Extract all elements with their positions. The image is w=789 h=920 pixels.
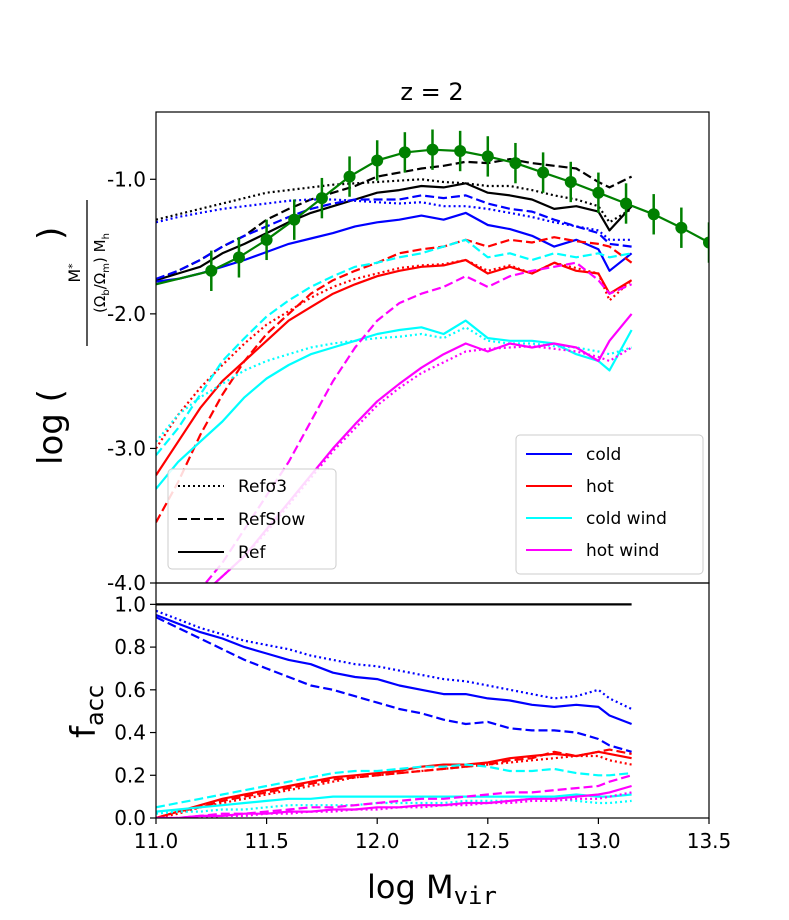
top-line-total-refslow bbox=[156, 158, 633, 282]
top-y-tick-label: -1.0 bbox=[107, 167, 146, 191]
bottom-panel-y-axis-label: facc bbox=[64, 685, 109, 738]
facc-label-sub: acc bbox=[81, 685, 109, 726]
legend-style-label-refslow: RefSlow bbox=[238, 510, 305, 530]
x-tick-label: 12.0 bbox=[355, 829, 400, 853]
y-label-num-sub: * bbox=[66, 263, 79, 269]
y-label-close-paren: ) bbox=[31, 227, 71, 240]
x-label-main: log M bbox=[367, 868, 454, 906]
observation-point bbox=[564, 175, 577, 188]
y-label-den-sub-m: m bbox=[101, 263, 112, 273]
bottom-y-tick-label: 0.2 bbox=[114, 763, 146, 787]
top-panel-y-ticks: -1.0 -2.0 -3.0 -4.0 bbox=[107, 167, 156, 595]
bottom-line-hot-wind-refslow bbox=[156, 774, 632, 818]
top-line-hot-refslow bbox=[156, 236, 633, 523]
y-label-fraction-denominator: (Ωb/Ωm) Mh bbox=[91, 233, 112, 313]
bottom-line-cold-refslow bbox=[156, 616, 632, 753]
bottom-y-tick-label: 0.0 bbox=[114, 806, 146, 830]
y-label-den-part3: ) M bbox=[91, 239, 109, 263]
bottom-panel-frame bbox=[155, 582, 710, 819]
bottom-line-cold-wind-ref bbox=[156, 793, 632, 813]
top-line-total-refsigma3 bbox=[156, 178, 633, 224]
top-line-total-ref bbox=[156, 182, 633, 282]
observation-point bbox=[371, 154, 384, 167]
legend-styles-box bbox=[167, 468, 337, 570]
x-tick-label: 13.0 bbox=[576, 829, 621, 853]
bottom-y-tick-label: 1.0 bbox=[114, 592, 146, 616]
top-panel-series bbox=[156, 158, 633, 583]
y-label-log: log ( bbox=[31, 389, 71, 465]
bottom-line-hot-refsigma3 bbox=[156, 754, 632, 818]
observation-point bbox=[481, 150, 494, 163]
top-line-cold-wind-ref bbox=[156, 319, 633, 490]
observation-point bbox=[509, 157, 522, 170]
x-tick-label: 11.5 bbox=[244, 829, 289, 853]
bottom-panel-series bbox=[156, 603, 633, 818]
bottom-line-hot-ref bbox=[156, 750, 632, 818]
y-label-den-sub-b: b bbox=[101, 289, 112, 295]
legend-label-cold: cold bbox=[586, 445, 621, 465]
top-line-cold-wind-refslow bbox=[156, 238, 632, 456]
top-panel-title: z = 2 bbox=[400, 78, 463, 106]
observation-point bbox=[592, 186, 605, 199]
legend-style-label-refsigma3: Refσ3 bbox=[238, 477, 287, 497]
top-line-hot-refsigma3 bbox=[156, 258, 633, 450]
bottom-line-cold-refsigma3 bbox=[156, 609, 633, 710]
facc-label-f: f bbox=[64, 725, 104, 738]
y-label-den-sub-h: h bbox=[101, 233, 112, 239]
x-tick-label: 11.0 bbox=[134, 829, 179, 853]
bottom-line-cold-ref bbox=[156, 613, 632, 726]
top-line-cold-refsigma3 bbox=[156, 198, 632, 241]
bottom-panel-y-ticks: 0.0 0.2 0.4 0.6 0.8 1.0 bbox=[114, 592, 156, 830]
bottom-line-hot-refslow bbox=[156, 748, 632, 818]
observation-point bbox=[288, 213, 301, 226]
observation-point bbox=[537, 166, 550, 179]
x-label-sub: vir bbox=[454, 882, 497, 910]
observation-point bbox=[398, 146, 411, 159]
top-panel-observations bbox=[156, 129, 709, 291]
observation-point bbox=[260, 233, 273, 246]
legend-styles: Refσ3 RefSlow Ref bbox=[167, 468, 337, 570]
bottom-y-tick-label: 0.8 bbox=[114, 635, 146, 659]
observation-point bbox=[343, 170, 356, 183]
bottom-y-tick-label: 0.6 bbox=[114, 678, 146, 702]
x-tick-label: 12.5 bbox=[466, 829, 511, 853]
observation-point bbox=[647, 208, 660, 221]
observation-point bbox=[232, 251, 245, 264]
legend-label-hot-wind: hot wind bbox=[586, 541, 659, 561]
facc-label: facc bbox=[64, 685, 109, 738]
observation-point bbox=[426, 143, 439, 156]
observation-point bbox=[620, 197, 633, 210]
observation-point bbox=[703, 236, 709, 249]
top-y-tick-label: -2.0 bbox=[107, 302, 146, 326]
bottom-line-hot-wind-refsigma3 bbox=[156, 791, 632, 818]
y-label-num-m: M bbox=[65, 269, 84, 283]
x-tick-label: 13.5 bbox=[687, 829, 732, 853]
top-line-cold-wind-refsigma3 bbox=[156, 326, 632, 443]
observation-point bbox=[315, 192, 328, 205]
y-label-fraction-numerator: M* bbox=[65, 263, 84, 283]
observation-point bbox=[675, 221, 688, 234]
legend-label-hot: hot bbox=[586, 477, 614, 497]
y-label-den-part1: (Ω bbox=[91, 296, 109, 313]
observation-point bbox=[454, 145, 467, 158]
top-y-tick-label: -3.0 bbox=[107, 436, 146, 460]
observation-point bbox=[205, 264, 218, 277]
top-panel-y-axis-label: log ( M* (Ωb/Ωm) Mh ) bbox=[31, 200, 112, 465]
legend-style-label-ref: Ref bbox=[238, 543, 267, 563]
x-axis-label: log Mvir bbox=[367, 868, 497, 910]
y-label-den-part2: /Ω bbox=[91, 273, 109, 290]
legend-colors-box bbox=[515, 434, 704, 575]
bottom-line-cold-wind-refslow bbox=[156, 763, 632, 809]
bottom-panel-x-ticks: 11.0 11.5 12.0 12.5 13.0 13.5 bbox=[134, 818, 732, 853]
bottom-y-tick-label: 0.4 bbox=[114, 721, 146, 745]
legend-label-cold-wind: cold wind bbox=[586, 509, 667, 529]
legend-colors: cold hot cold wind hot wind bbox=[515, 434, 704, 575]
top-y-tick-label: -4.0 bbox=[107, 571, 146, 595]
